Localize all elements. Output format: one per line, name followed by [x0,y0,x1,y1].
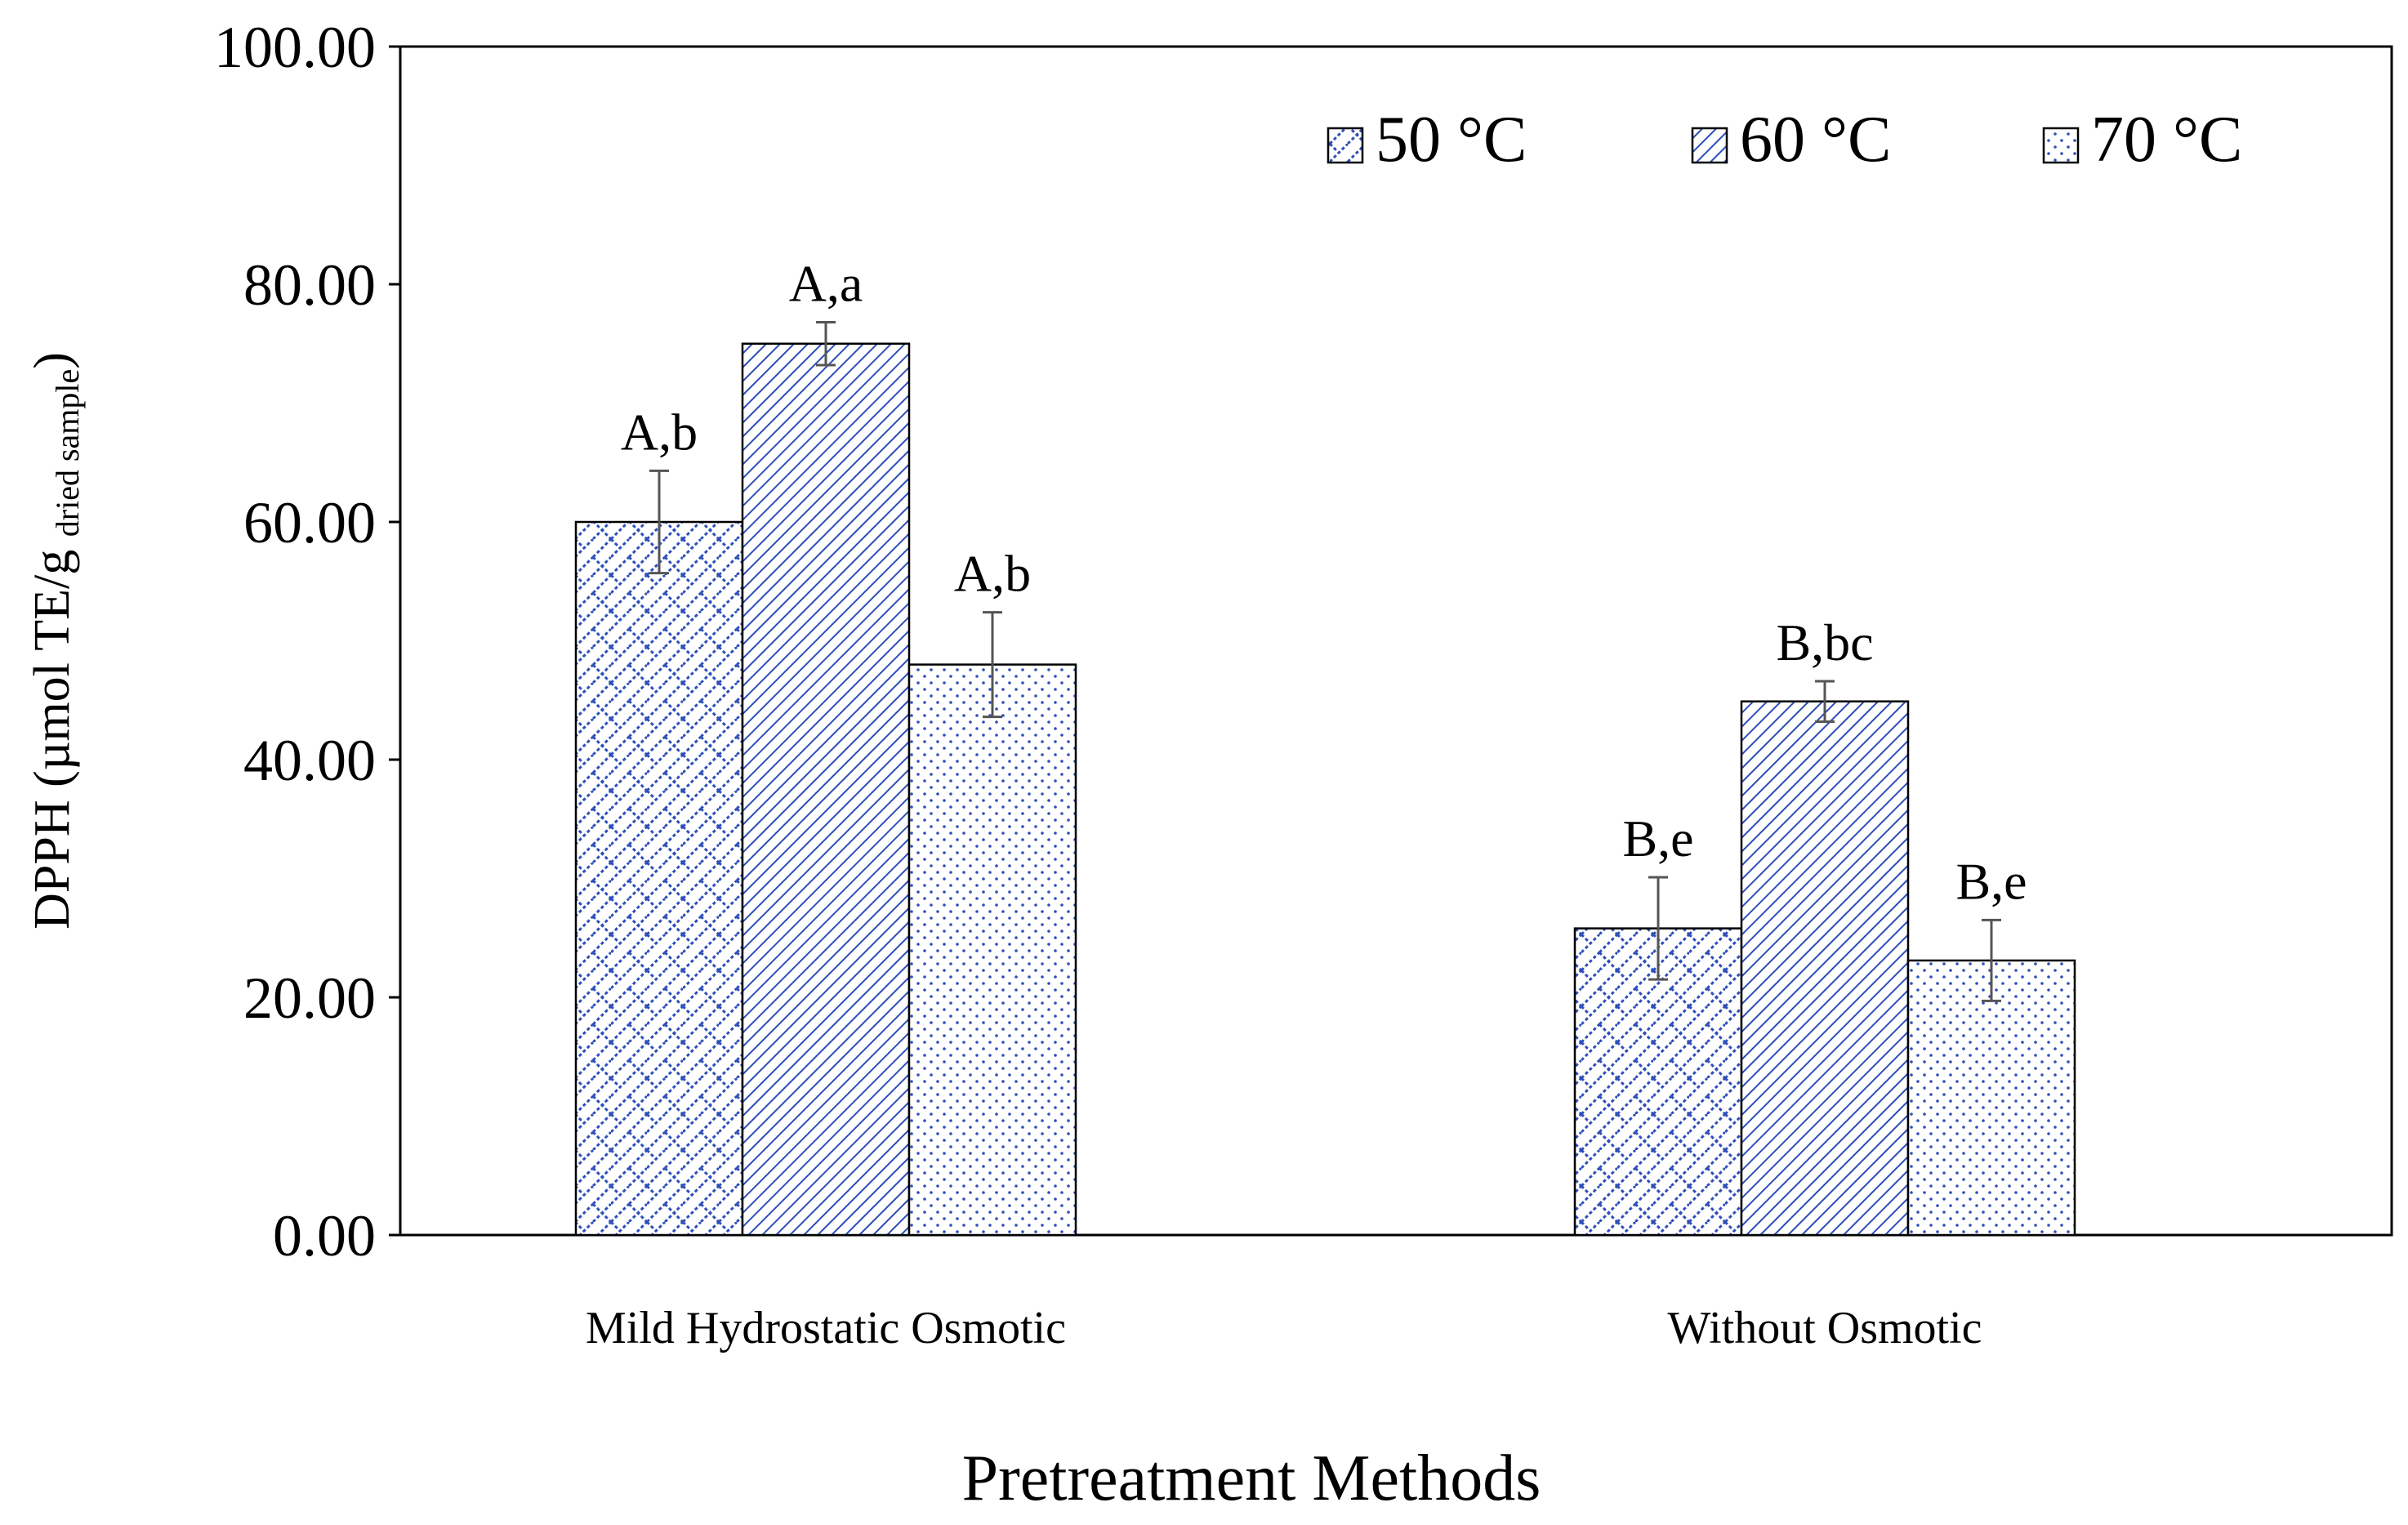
bar-70c-mild-hydrostatic-osmotic [907,663,1077,1237]
plot-border [399,45,2393,1237]
legend-item-70c: 70 °C [2042,104,2242,176]
legend-label: 60 °C [1740,104,1891,176]
bar-50c-mild-hydrostatic-osmotic [574,520,744,1237]
data-labels-layer: A,b A,a A,b B,e B,bc B,e [621,255,2027,911]
bars-layer [574,342,2076,1237]
data-label: B,bc [1776,613,1873,671]
plot-area [399,45,2393,1237]
y-tick-label: 60.00 [243,490,376,555]
bar-60c-mild-hydrostatic-osmotic [741,342,911,1237]
data-label: A,b [954,545,1031,603]
legend-label: 50 °C [1376,104,1527,176]
y-axis-title-main: DPPH (µmol TE/g [25,537,80,930]
data-label: B,e [1955,852,2027,910]
legend-swatch [1691,127,1728,164]
bar-60c-without-osmotic [1740,700,1910,1237]
legend-item-60c: 60 °C [1691,104,1891,176]
y-tick-label: 100.00 [214,15,376,80]
y-axis-title-close: ) [25,352,80,369]
x-tick-label: Without Osmotic [1667,1303,1982,1353]
bar-70c-without-osmotic [1906,959,2076,1237]
y-axis-title: DPPH (µmol TE/g dried sample) [25,352,86,930]
x-tick-label: Mild Hydrostatic Osmotic [586,1303,1066,1353]
legend-swatch [2042,127,2080,164]
data-label: A,a [789,255,863,313]
y-axis-title-subscript: dried sample [49,369,86,537]
legend: 50 °C 60 °C 70 °C [1327,104,2242,176]
y-tick-label: 0.00 [273,1203,376,1269]
legend-label: 70 °C [2091,104,2242,176]
y-tick-label: 20.00 [243,965,376,1031]
data-label: A,b [621,403,698,461]
y-axis: 0.00 20.00 40.00 60.00 80.00 100.00 DPPH (µmol… [25,15,400,1269]
y-tick-label: 40.00 [243,728,376,793]
y-tick-label: 80.00 [243,252,376,318]
legend-item-50c: 50 °C [1327,104,1527,176]
legend-swatch [1327,127,1364,164]
x-axis: Mild Hydrostatic Osmotic Without Osmotic P… [586,1303,1982,1514]
x-axis-title: Pretreatment Methods [962,1443,1541,1514]
data-label: B,e [1622,809,1693,867]
error-bars-layer [649,321,2001,1002]
